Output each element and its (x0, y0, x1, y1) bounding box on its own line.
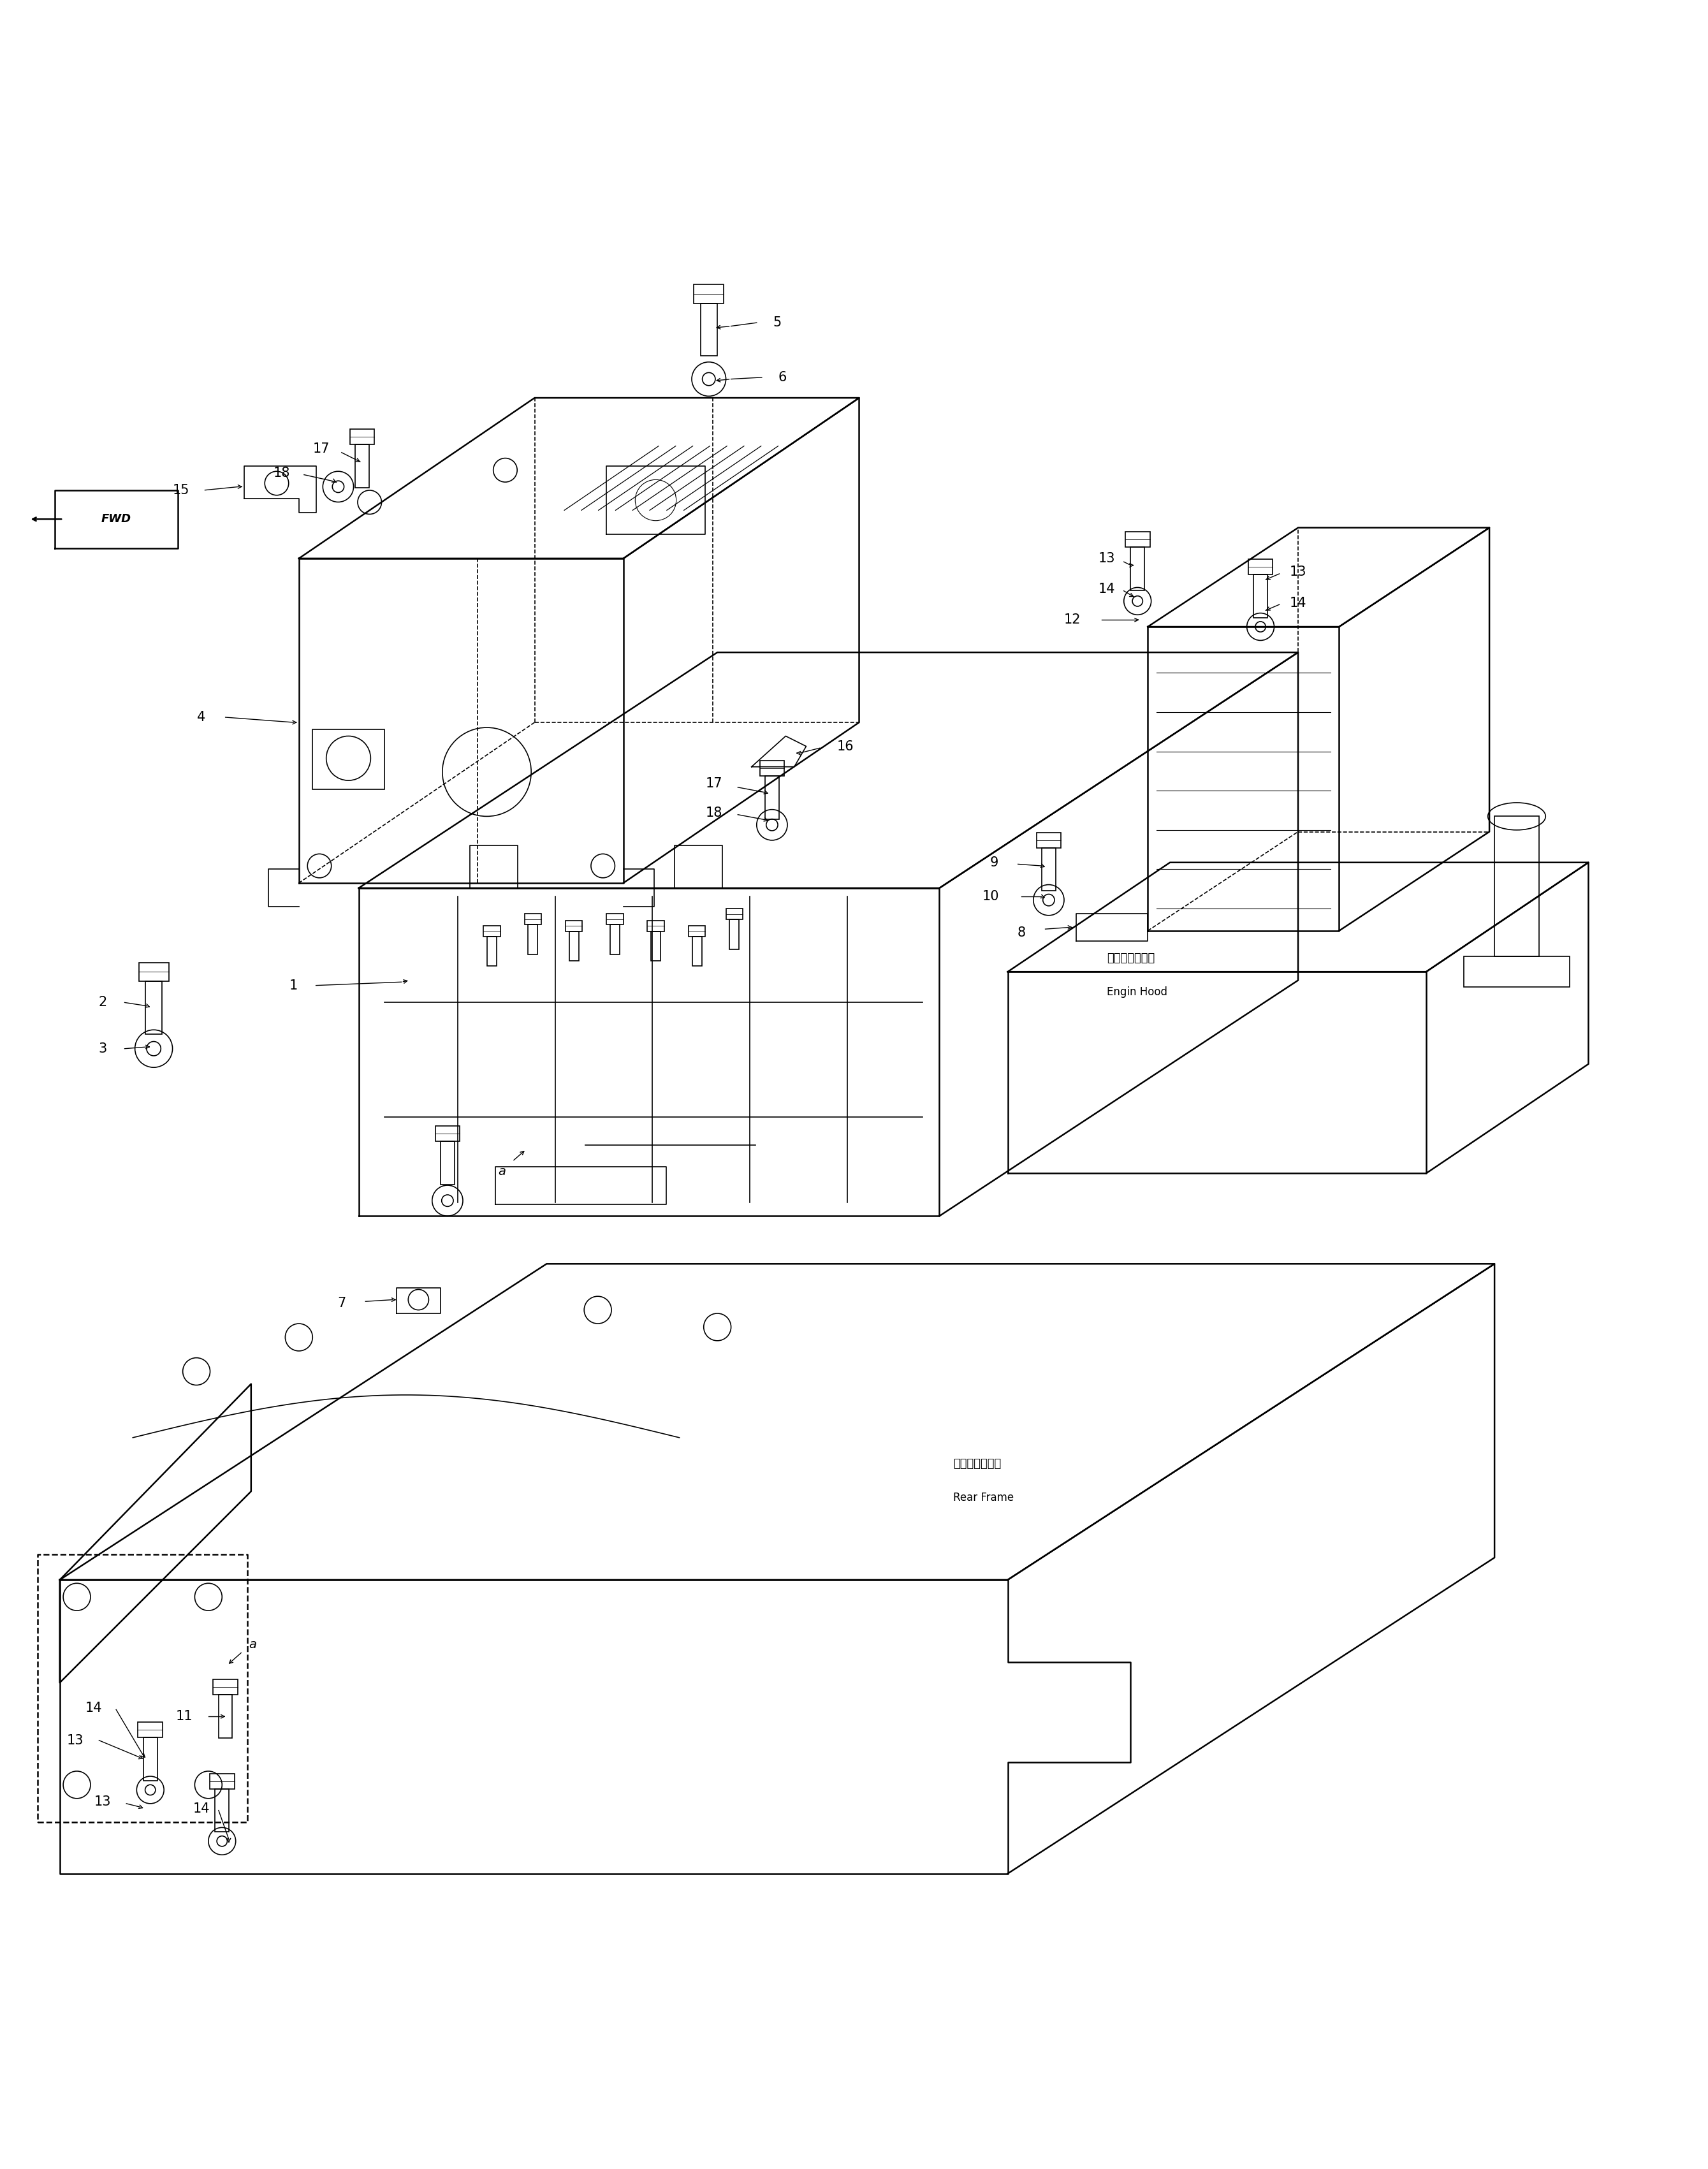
Text: 14: 14 (1290, 596, 1307, 609)
Bar (528, 924, 538, 954)
Text: 16: 16 (837, 740, 854, 753)
Bar (700, 304, 717, 356)
Bar (688, 926, 705, 937)
Bar (765, 777, 779, 820)
Text: 5: 5 (774, 317, 781, 330)
Bar (1464, 957, 1570, 987)
Bar (651, 931, 661, 961)
Bar (692, 937, 702, 965)
Bar (483, 926, 500, 937)
Text: 17: 17 (313, 442, 330, 455)
Text: 13: 13 (94, 1796, 111, 1809)
Text: 13: 13 (1290, 566, 1307, 579)
Text: 6: 6 (779, 371, 786, 384)
Text: 14: 14 (193, 1802, 210, 1815)
Bar (524, 913, 541, 924)
Bar (436, 1126, 459, 1141)
Bar (350, 429, 374, 445)
Text: a: a (499, 1165, 506, 1178)
Text: 17: 17 (705, 777, 722, 790)
Text: 9: 9 (991, 857, 997, 870)
Text: 3: 3 (99, 1043, 106, 1054)
Bar (219, 1694, 232, 1737)
Text: 4: 4 (198, 711, 205, 724)
Text: リヤーフレーム: リヤーフレーム (953, 1458, 1001, 1468)
Text: 2: 2 (99, 996, 106, 1009)
Bar (1042, 848, 1056, 891)
Bar (1126, 531, 1149, 547)
Bar (606, 913, 623, 924)
Text: Engin Hood: Engin Hood (1107, 987, 1167, 998)
Bar (1037, 833, 1061, 848)
Bar (313, 729, 384, 790)
Text: 11: 11 (176, 1709, 193, 1722)
Text: 14: 14 (1098, 583, 1115, 596)
Text: 14: 14 (85, 1700, 102, 1714)
Bar (647, 920, 664, 931)
Bar (138, 963, 169, 980)
Text: a: a (249, 1640, 256, 1651)
Bar (138, 1722, 162, 1737)
Bar (1131, 547, 1144, 590)
Bar (729, 920, 740, 950)
Text: FWD: FWD (101, 514, 132, 525)
Text: 13: 13 (1098, 553, 1115, 564)
Text: 18: 18 (705, 807, 722, 820)
Bar (693, 284, 724, 304)
Bar (565, 920, 582, 931)
Bar (487, 937, 497, 965)
Text: Rear Frame: Rear Frame (953, 1492, 1015, 1503)
Text: エンジンフード: エンジンフード (1107, 952, 1155, 963)
Bar (441, 1141, 454, 1184)
Bar (214, 1679, 237, 1694)
Bar (215, 1789, 229, 1833)
Bar (726, 909, 743, 920)
Bar (1494, 816, 1539, 957)
Text: 12: 12 (1064, 614, 1081, 627)
Bar (143, 1737, 157, 1781)
Text: 7: 7 (338, 1297, 345, 1310)
Bar (145, 980, 162, 1035)
Text: 18: 18 (273, 466, 290, 479)
Text: 15: 15 (173, 484, 190, 497)
Text: 10: 10 (982, 889, 999, 902)
Bar (760, 761, 784, 777)
Bar (1249, 560, 1272, 575)
Text: 8: 8 (1018, 926, 1025, 939)
Bar (210, 1774, 234, 1789)
Bar (1254, 575, 1267, 618)
Text: 1: 1 (290, 978, 297, 991)
Text: 13: 13 (67, 1733, 84, 1746)
Bar (355, 445, 369, 488)
Bar (610, 924, 620, 954)
Bar (569, 931, 579, 961)
